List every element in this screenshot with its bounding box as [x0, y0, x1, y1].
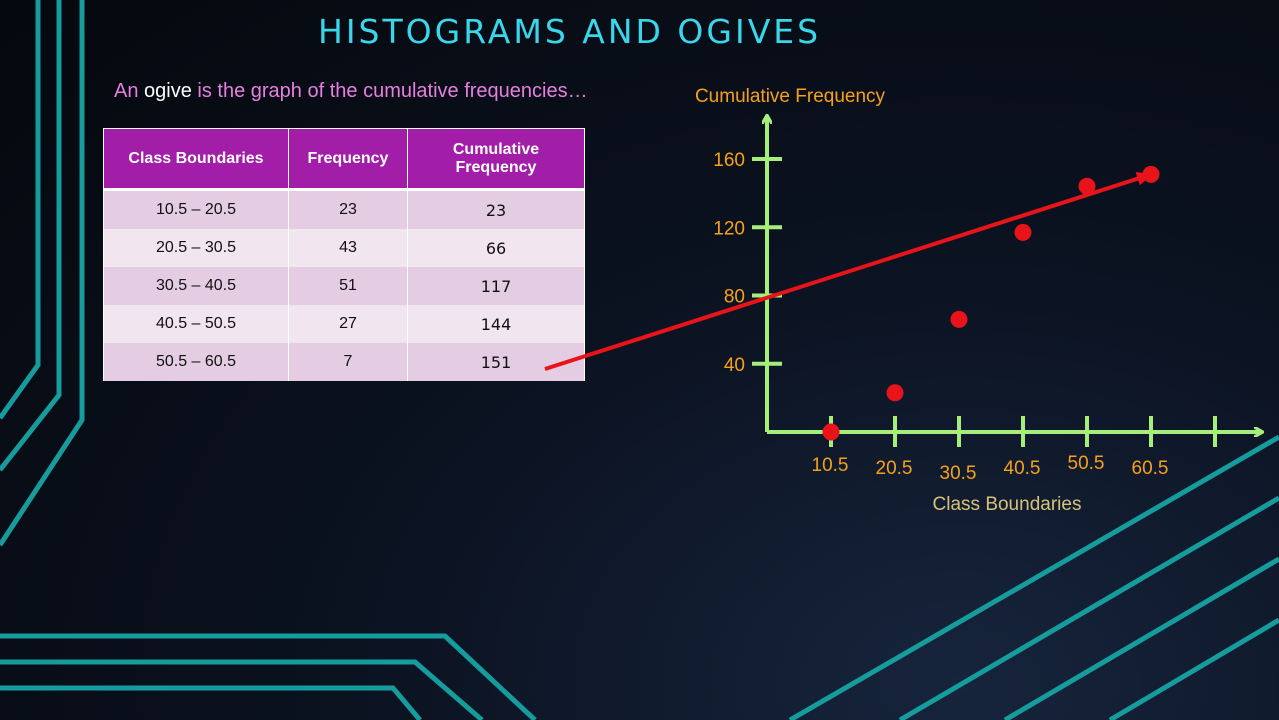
x-tick-label: 40.5: [1004, 458, 1041, 479]
table-row: 10.5 – 20.5 23 23: [103, 188, 585, 229]
cell-cumulative-frequency: 117: [407, 267, 585, 305]
y-tick-label: 40: [724, 355, 745, 376]
red-pointer-arrow: [544, 171, 1153, 371]
ogive-point: [886, 384, 904, 402]
table-row: 20.5 – 30.5 43 66: [103, 229, 585, 267]
header-frequency: Frequency: [288, 128, 408, 190]
x-axis-label: Class Boundaries: [933, 494, 1082, 515]
cell-frequency: 51: [288, 267, 408, 305]
y-tick-label: 80: [724, 287, 745, 308]
table-row: 30.5 – 40.5 51 117: [103, 267, 585, 305]
cell-class-boundaries: 20.5 – 30.5: [103, 229, 289, 267]
cell-frequency: 43: [288, 229, 408, 267]
x-tick-label: 10.5: [812, 455, 849, 476]
cell-frequency: 7: [288, 343, 408, 381]
cell-frequency: 27: [288, 305, 408, 343]
cell-class-boundaries: 30.5 – 40.5: [103, 267, 289, 305]
frequency-table: Class Boundaries Frequency Cumulative Fr…: [103, 128, 585, 381]
subtitle-suffix: is the graph of the cumulative frequenci…: [191, 80, 588, 102]
cell-cumulative-frequency: 151: [407, 343, 585, 381]
table-row: 40.5 – 50.5 27 144: [103, 305, 585, 343]
cell-cumulative-frequency: 66: [407, 229, 585, 267]
slide-subtitle: An ogive is the graph of the cumulative …: [114, 80, 588, 103]
x-tick-label: 20.5: [876, 458, 913, 479]
y-tick-label: 160: [713, 150, 745, 171]
cell-cumulative-frequency: 144: [407, 305, 585, 343]
ogive-point: [950, 310, 968, 328]
cell-frequency: 23: [288, 188, 408, 229]
x-tick-label: 30.5: [940, 463, 977, 484]
ogive-point: [1014, 223, 1032, 241]
ogive-point: [822, 423, 840, 441]
x-tick-label: 60.5: [1132, 458, 1169, 479]
cell-class-boundaries: 50.5 – 60.5: [103, 343, 289, 381]
table-header-row: Class Boundaries Frequency Cumulative Fr…: [103, 128, 585, 190]
subtitle-prefix: An: [114, 80, 145, 102]
x-tick-label: 50.5: [1068, 453, 1105, 474]
cell-class-boundaries: 10.5 – 20.5: [103, 188, 289, 229]
slide-title: HISTOGRAMS AND OGIVES: [318, 12, 822, 51]
y-tick-label: 120: [713, 218, 745, 239]
subtitle-keyword: ogive: [144, 80, 192, 102]
ogive-point: [1078, 177, 1096, 195]
header-cumulative-frequency: Cumulative Frequency: [407, 128, 585, 190]
cell-cumulative-frequency: 23: [407, 188, 585, 229]
cell-class-boundaries: 40.5 – 50.5: [103, 305, 289, 343]
ogive-point: [1142, 165, 1160, 183]
y-axis-label: Cumulative Frequency: [695, 86, 886, 107]
table-row: 50.5 – 60.5 7 151: [103, 343, 585, 381]
